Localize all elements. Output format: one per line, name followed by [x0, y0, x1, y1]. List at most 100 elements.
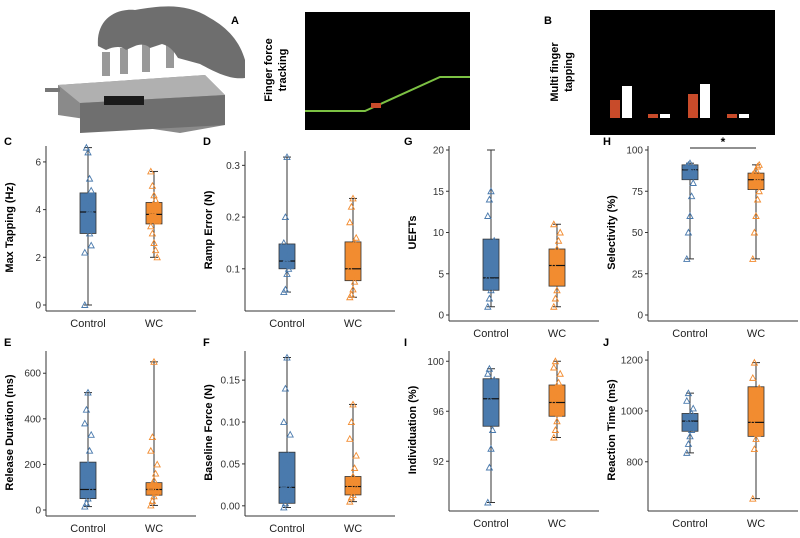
data-point [150, 492, 158, 500]
data-point [689, 420, 697, 428]
y-tick-label: 1200 [621, 356, 644, 367]
data-point [87, 485, 95, 493]
data-point [686, 159, 694, 167]
data-point [755, 423, 763, 431]
data-point [153, 460, 161, 468]
data-point [550, 363, 558, 371]
data-point [490, 413, 498, 421]
y-tick-label: 0.00 [221, 501, 241, 512]
data-point [687, 192, 696, 200]
data-point [151, 246, 160, 254]
data-point [81, 248, 89, 256]
data-point [686, 432, 694, 440]
y-tick-label: 96 [433, 407, 445, 418]
data-point [281, 285, 290, 293]
significance-star: * [721, 135, 726, 149]
data-point [485, 294, 494, 302]
data-point [487, 187, 495, 195]
y-tick-label: 0.05 [221, 459, 241, 470]
tap-bar-2-target [648, 114, 658, 118]
device-photo [45, 6, 245, 133]
y-tick-label: 0 [35, 301, 41, 312]
data-point [280, 418, 288, 425]
data-point [684, 440, 693, 447]
data-point [147, 222, 155, 230]
x-category-label: WC [548, 328, 566, 340]
y-tick-label: 10 [433, 228, 445, 239]
y-axis-label: Release Duration (ms) [4, 374, 16, 490]
x-category-label: Control [70, 318, 105, 330]
data-point [87, 241, 95, 249]
x-category-label: WC [747, 328, 765, 340]
data-point [750, 412, 759, 419]
data-point [686, 413, 694, 421]
y-tick-label: 25 [632, 269, 644, 280]
data-point [84, 224, 92, 232]
data-point [550, 302, 558, 310]
data-point [151, 488, 160, 496]
x-category-label: Control [672, 518, 707, 530]
data-point [148, 496, 157, 504]
data-point [352, 451, 360, 459]
y-tick-label: 2 [35, 253, 41, 264]
data-point [346, 434, 354, 442]
force-cursor [371, 103, 381, 108]
data-point [485, 463, 494, 471]
data-point [550, 398, 558, 406]
data-point [81, 502, 89, 510]
data-point [485, 195, 494, 203]
data-point [689, 179, 697, 186]
wc-box [145, 167, 163, 261]
key-1 [102, 52, 110, 76]
data-point [352, 483, 360, 491]
data-point [349, 400, 357, 408]
y-tick-label: 100 [626, 146, 643, 157]
control-box [482, 364, 500, 506]
wc-box [344, 194, 362, 301]
data-point [87, 208, 95, 215]
panel-g: G UEFTs 0 5 10 15 20 Control WC [404, 136, 599, 340]
panel-b-letter: B [544, 15, 552, 27]
data-point [147, 446, 155, 454]
wc-box [747, 358, 765, 502]
data-point [81, 301, 89, 308]
data-point [683, 162, 691, 170]
y-tick-label: 400 [24, 414, 41, 425]
y-axis-label: Max Tapping (Hz) [4, 182, 16, 273]
data-point [553, 286, 561, 294]
x-category-label: WC [145, 523, 163, 533]
data-point [551, 357, 560, 365]
x-category-label: WC [344, 523, 362, 533]
y-tick-label: 200 [24, 460, 41, 471]
data-point [749, 254, 757, 262]
data-point [283, 495, 291, 503]
data-point [82, 405, 91, 413]
data-point [687, 409, 696, 417]
data-point [151, 212, 160, 220]
panel-c: C Max Tapping (Hz) 0 2 4 6 Control WC [4, 136, 196, 330]
data-point [686, 167, 694, 175]
data-point [153, 253, 161, 261]
x-category-label: Control [269, 523, 304, 533]
data-point [150, 476, 158, 484]
data-point [84, 460, 92, 468]
y-tick-label: 0.10 [221, 418, 241, 429]
data-point [284, 249, 293, 257]
data-point [749, 373, 757, 381]
data-point [347, 290, 356, 298]
data-point [755, 384, 763, 392]
data-point [487, 261, 495, 269]
data-point [554, 278, 563, 285]
data-point [750, 358, 759, 366]
tap-bar-2-force [660, 114, 670, 118]
data-point [683, 254, 691, 262]
data-point [488, 382, 497, 390]
data-point [286, 244, 294, 252]
data-point [484, 273, 492, 281]
data-point [349, 472, 357, 480]
tap-bar-1-force [622, 86, 632, 118]
data-point [753, 394, 762, 402]
data-point [349, 490, 357, 498]
panel-letter: H [603, 136, 611, 148]
data-point [350, 277, 359, 285]
